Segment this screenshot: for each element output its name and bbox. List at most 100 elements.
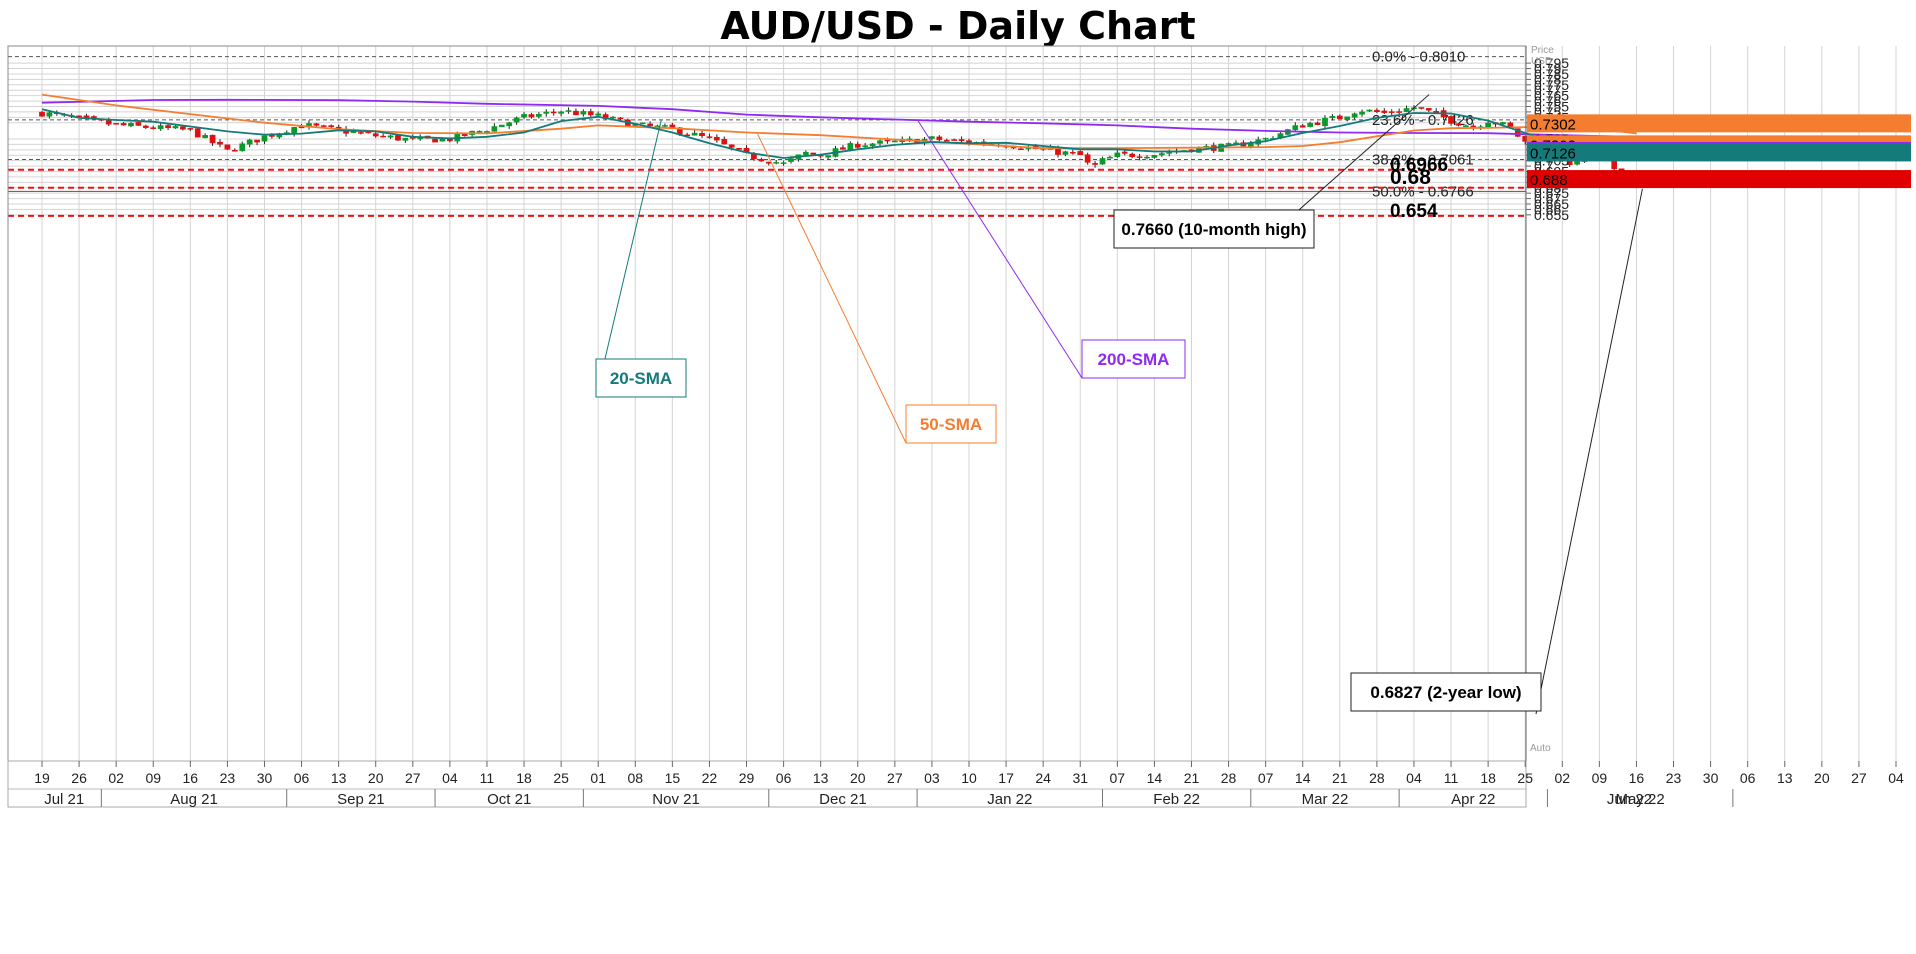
candle-body bbox=[105, 120, 112, 125]
candle-body bbox=[691, 132, 698, 136]
x-tick-label: 07 bbox=[1110, 770, 1126, 786]
candle-body bbox=[291, 127, 297, 134]
candle-body bbox=[217, 141, 223, 145]
y-tick-label: 0.76 bbox=[1534, 93, 1561, 109]
candle-body bbox=[261, 135, 268, 142]
candle-body bbox=[476, 130, 483, 133]
candle-body bbox=[46, 112, 53, 117]
y-tick-label: 0.66 bbox=[1534, 201, 1561, 217]
sma20-line bbox=[41, 108, 1637, 159]
candle-body bbox=[765, 161, 772, 164]
support-label: 0.6966 bbox=[1390, 155, 1448, 176]
candle-body bbox=[491, 126, 498, 132]
fib-label: 38.2% - 0.7061 bbox=[1372, 151, 1474, 168]
y-tick-label: 0.77 bbox=[1534, 82, 1561, 98]
candle-body bbox=[595, 113, 602, 116]
candle-body bbox=[328, 125, 335, 127]
candle-body bbox=[76, 115, 82, 118]
x-tick-label: 14 bbox=[1147, 770, 1163, 786]
x-tick-label: 13 bbox=[331, 770, 347, 786]
x-tick-label: 25 bbox=[1517, 770, 1533, 786]
x-tick-label: 27 bbox=[1851, 770, 1867, 786]
candle-body bbox=[543, 111, 550, 114]
month-label: Jan 22 bbox=[987, 791, 1032, 808]
candle-body bbox=[891, 140, 898, 143]
x-tick-label: 30 bbox=[1703, 770, 1719, 786]
candle-body bbox=[142, 125, 149, 128]
candle-body bbox=[1292, 125, 1299, 131]
candle-body bbox=[929, 136, 935, 139]
candle-body bbox=[558, 111, 564, 114]
x-tick-label: 21 bbox=[1184, 770, 1200, 786]
x-tick-label: 15 bbox=[665, 770, 681, 786]
y-tick-label: 0.785 bbox=[1534, 66, 1569, 82]
candle-body bbox=[1500, 122, 1506, 125]
sma200-label-box bbox=[1081, 339, 1186, 379]
candle-body bbox=[135, 122, 142, 126]
candle-body bbox=[1121, 151, 1128, 154]
low-annotation-box bbox=[1350, 672, 1542, 712]
y-tick-label: 0.675 bbox=[1534, 185, 1569, 201]
candle-body bbox=[1359, 111, 1365, 115]
candle-body bbox=[231, 150, 238, 152]
candle-body bbox=[758, 159, 765, 162]
candle-body bbox=[706, 136, 713, 138]
x-tick-label: 30 bbox=[257, 770, 273, 786]
candle-body bbox=[172, 126, 179, 129]
candle-body bbox=[721, 139, 728, 145]
month-label: Jul 21 bbox=[44, 791, 84, 808]
x-tick-label: 18 bbox=[1480, 770, 1496, 786]
candle-body bbox=[1396, 111, 1402, 113]
candle-body bbox=[662, 125, 668, 127]
candle-body bbox=[350, 131, 357, 133]
candle-body bbox=[736, 148, 742, 150]
month-label: Apr 22 bbox=[1451, 791, 1495, 808]
price-tag-label: 0.688 bbox=[1530, 172, 1568, 189]
candle-body bbox=[951, 139, 958, 141]
month-label: Sep 21 bbox=[337, 791, 385, 808]
candle-body bbox=[246, 139, 253, 145]
candle-body bbox=[1366, 109, 1373, 112]
x-tick-label: 10 bbox=[961, 770, 977, 786]
y-tick-label: 0.655 bbox=[1534, 207, 1569, 223]
candle-body bbox=[877, 140, 883, 144]
high-annotation-box bbox=[1113, 209, 1315, 249]
candle-body bbox=[358, 132, 364, 134]
x-tick-label: 24 bbox=[1035, 770, 1051, 786]
reference-lines: 0.0% - 0.8010 23.6% - 0.7426 38.2% - 0.706… bbox=[8, 49, 1526, 222]
x-tick-label: 21 bbox=[1332, 770, 1348, 786]
candle-body bbox=[498, 124, 505, 128]
candle-body bbox=[1463, 125, 1469, 128]
x-tick-label: 04 bbox=[442, 770, 458, 786]
candle-body bbox=[1166, 152, 1173, 154]
candle-body bbox=[862, 145, 869, 147]
x-tick-label: 09 bbox=[145, 770, 161, 786]
x-tick-label: 19 bbox=[34, 770, 50, 786]
candle-body bbox=[565, 110, 572, 112]
candle-body bbox=[1485, 122, 1491, 128]
candle-body bbox=[254, 139, 260, 143]
x-tick-label: 20 bbox=[368, 770, 384, 786]
candle-body bbox=[432, 138, 438, 143]
candle-body bbox=[550, 111, 557, 114]
candle-body bbox=[802, 151, 809, 156]
fib-label: 23.6% - 0.7426 bbox=[1372, 112, 1474, 129]
auto-label: Auto bbox=[1530, 743, 1551, 754]
candle-body bbox=[1129, 153, 1136, 158]
chart-title: AUD/USD - Daily Chart bbox=[720, 4, 1196, 48]
x-tick-label: 20 bbox=[1814, 770, 1830, 786]
candle-body bbox=[1307, 122, 1313, 127]
x-tick-label: 28 bbox=[1369, 770, 1385, 786]
candle-body bbox=[387, 135, 394, 138]
candle-body bbox=[83, 115, 90, 118]
x-tick-label: 22 bbox=[702, 770, 718, 786]
x-tick-label: 31 bbox=[1072, 770, 1088, 786]
candle-body bbox=[1374, 109, 1380, 113]
candle-body bbox=[580, 111, 587, 115]
x-tick-label: 29 bbox=[739, 770, 755, 786]
low-annotation-connector bbox=[1535, 188, 1643, 715]
y-tick-label: 0.79 bbox=[1534, 61, 1561, 77]
candle-body bbox=[1381, 110, 1388, 113]
